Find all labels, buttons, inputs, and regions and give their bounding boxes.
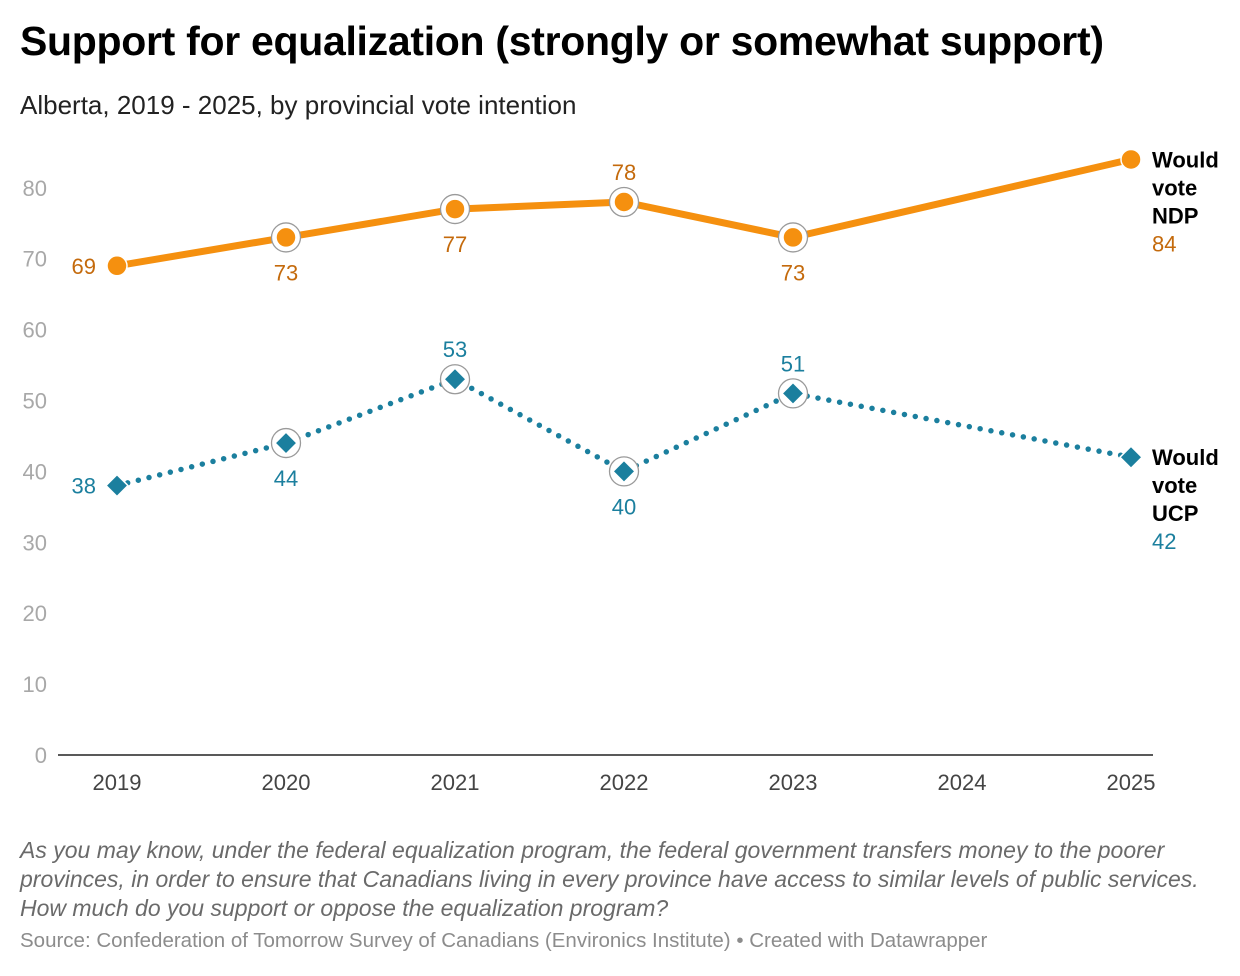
data-label: 73 <box>274 260 298 285</box>
series-layer: 69 73 77 78 73 84 Would vote NDP 38 44 53 40 51 42 Woul… <box>72 147 1219 554</box>
chart-subtitle: Alberta, 2019 - 2025, by provincial vote… <box>20 90 577 120</box>
data-point <box>273 430 299 456</box>
series-line <box>113 155 1135 270</box>
chart-title: Support for equalization (strongly or so… <box>20 18 1104 64</box>
data-point <box>104 473 130 498</box>
series-name-label: vote <box>1152 175 1197 200</box>
data-label: 40 <box>612 494 636 519</box>
data-point <box>1120 148 1142 171</box>
x-tick-label: 2024 <box>938 770 987 795</box>
data-point <box>611 459 637 484</box>
question-note: As you may know, under the federal equal… <box>20 837 1199 921</box>
data-label: 73 <box>781 260 805 285</box>
series-name-label: NDP <box>1152 203 1198 228</box>
data-point <box>444 198 466 220</box>
series-ucp: 38 44 53 40 51 42 Would vote UCP <box>72 337 1219 554</box>
data-label: 78 <box>612 160 636 185</box>
y-tick-label: 10 <box>23 672 47 697</box>
y-tick-label: 40 <box>23 459 47 484</box>
y-tick-label: 0 <box>35 743 47 768</box>
y-tick-label: 50 <box>23 389 47 414</box>
x-tick-label: 2025 <box>1107 770 1156 795</box>
data-point <box>1118 445 1144 470</box>
data-point <box>780 381 806 406</box>
data-label: 53 <box>443 337 467 362</box>
y-tick-label: 30 <box>23 530 47 555</box>
data-point <box>782 226 804 249</box>
data-point <box>442 367 468 392</box>
data-label: 77 <box>443 232 467 257</box>
x-tick-label: 2023 <box>769 770 818 795</box>
x-tick-label: 2019 <box>93 770 142 795</box>
series-name-label: Would <box>1152 445 1219 470</box>
x-axis: 2019 2020 2021 2022 2023 2024 2025 <box>93 770 1156 795</box>
y-tick-label: 20 <box>23 601 47 626</box>
series-name-label: UCP <box>1152 501 1198 526</box>
y-tick-label: 80 <box>23 176 47 201</box>
y-tick-label: 60 <box>23 318 47 343</box>
y-axis: 0 10 20 30 40 50 60 70 80 <box>23 176 47 768</box>
data-label: 69 <box>72 254 96 279</box>
x-tick-label: 2021 <box>431 770 480 795</box>
data-label: 38 <box>72 474 96 499</box>
data-point <box>275 226 297 249</box>
x-tick-label: 2022 <box>600 770 649 795</box>
y-tick-label: 70 <box>23 247 47 272</box>
x-tick-label: 2020 <box>262 770 311 795</box>
series-name-label: Would <box>1152 147 1219 172</box>
data-point <box>613 191 635 213</box>
data-label: 44 <box>274 466 298 491</box>
data-label: 84 <box>1152 231 1176 256</box>
data-label: 42 <box>1152 529 1176 554</box>
series-line <box>114 376 1134 489</box>
data-label: 51 <box>781 351 805 376</box>
series-name-label: vote <box>1152 473 1197 498</box>
source-credit: Source: Confederation of Tomorrow Survey… <box>20 929 988 952</box>
series-ndp: 69 73 77 78 73 84 Would vote NDP <box>72 147 1219 285</box>
data-point <box>106 255 128 277</box>
